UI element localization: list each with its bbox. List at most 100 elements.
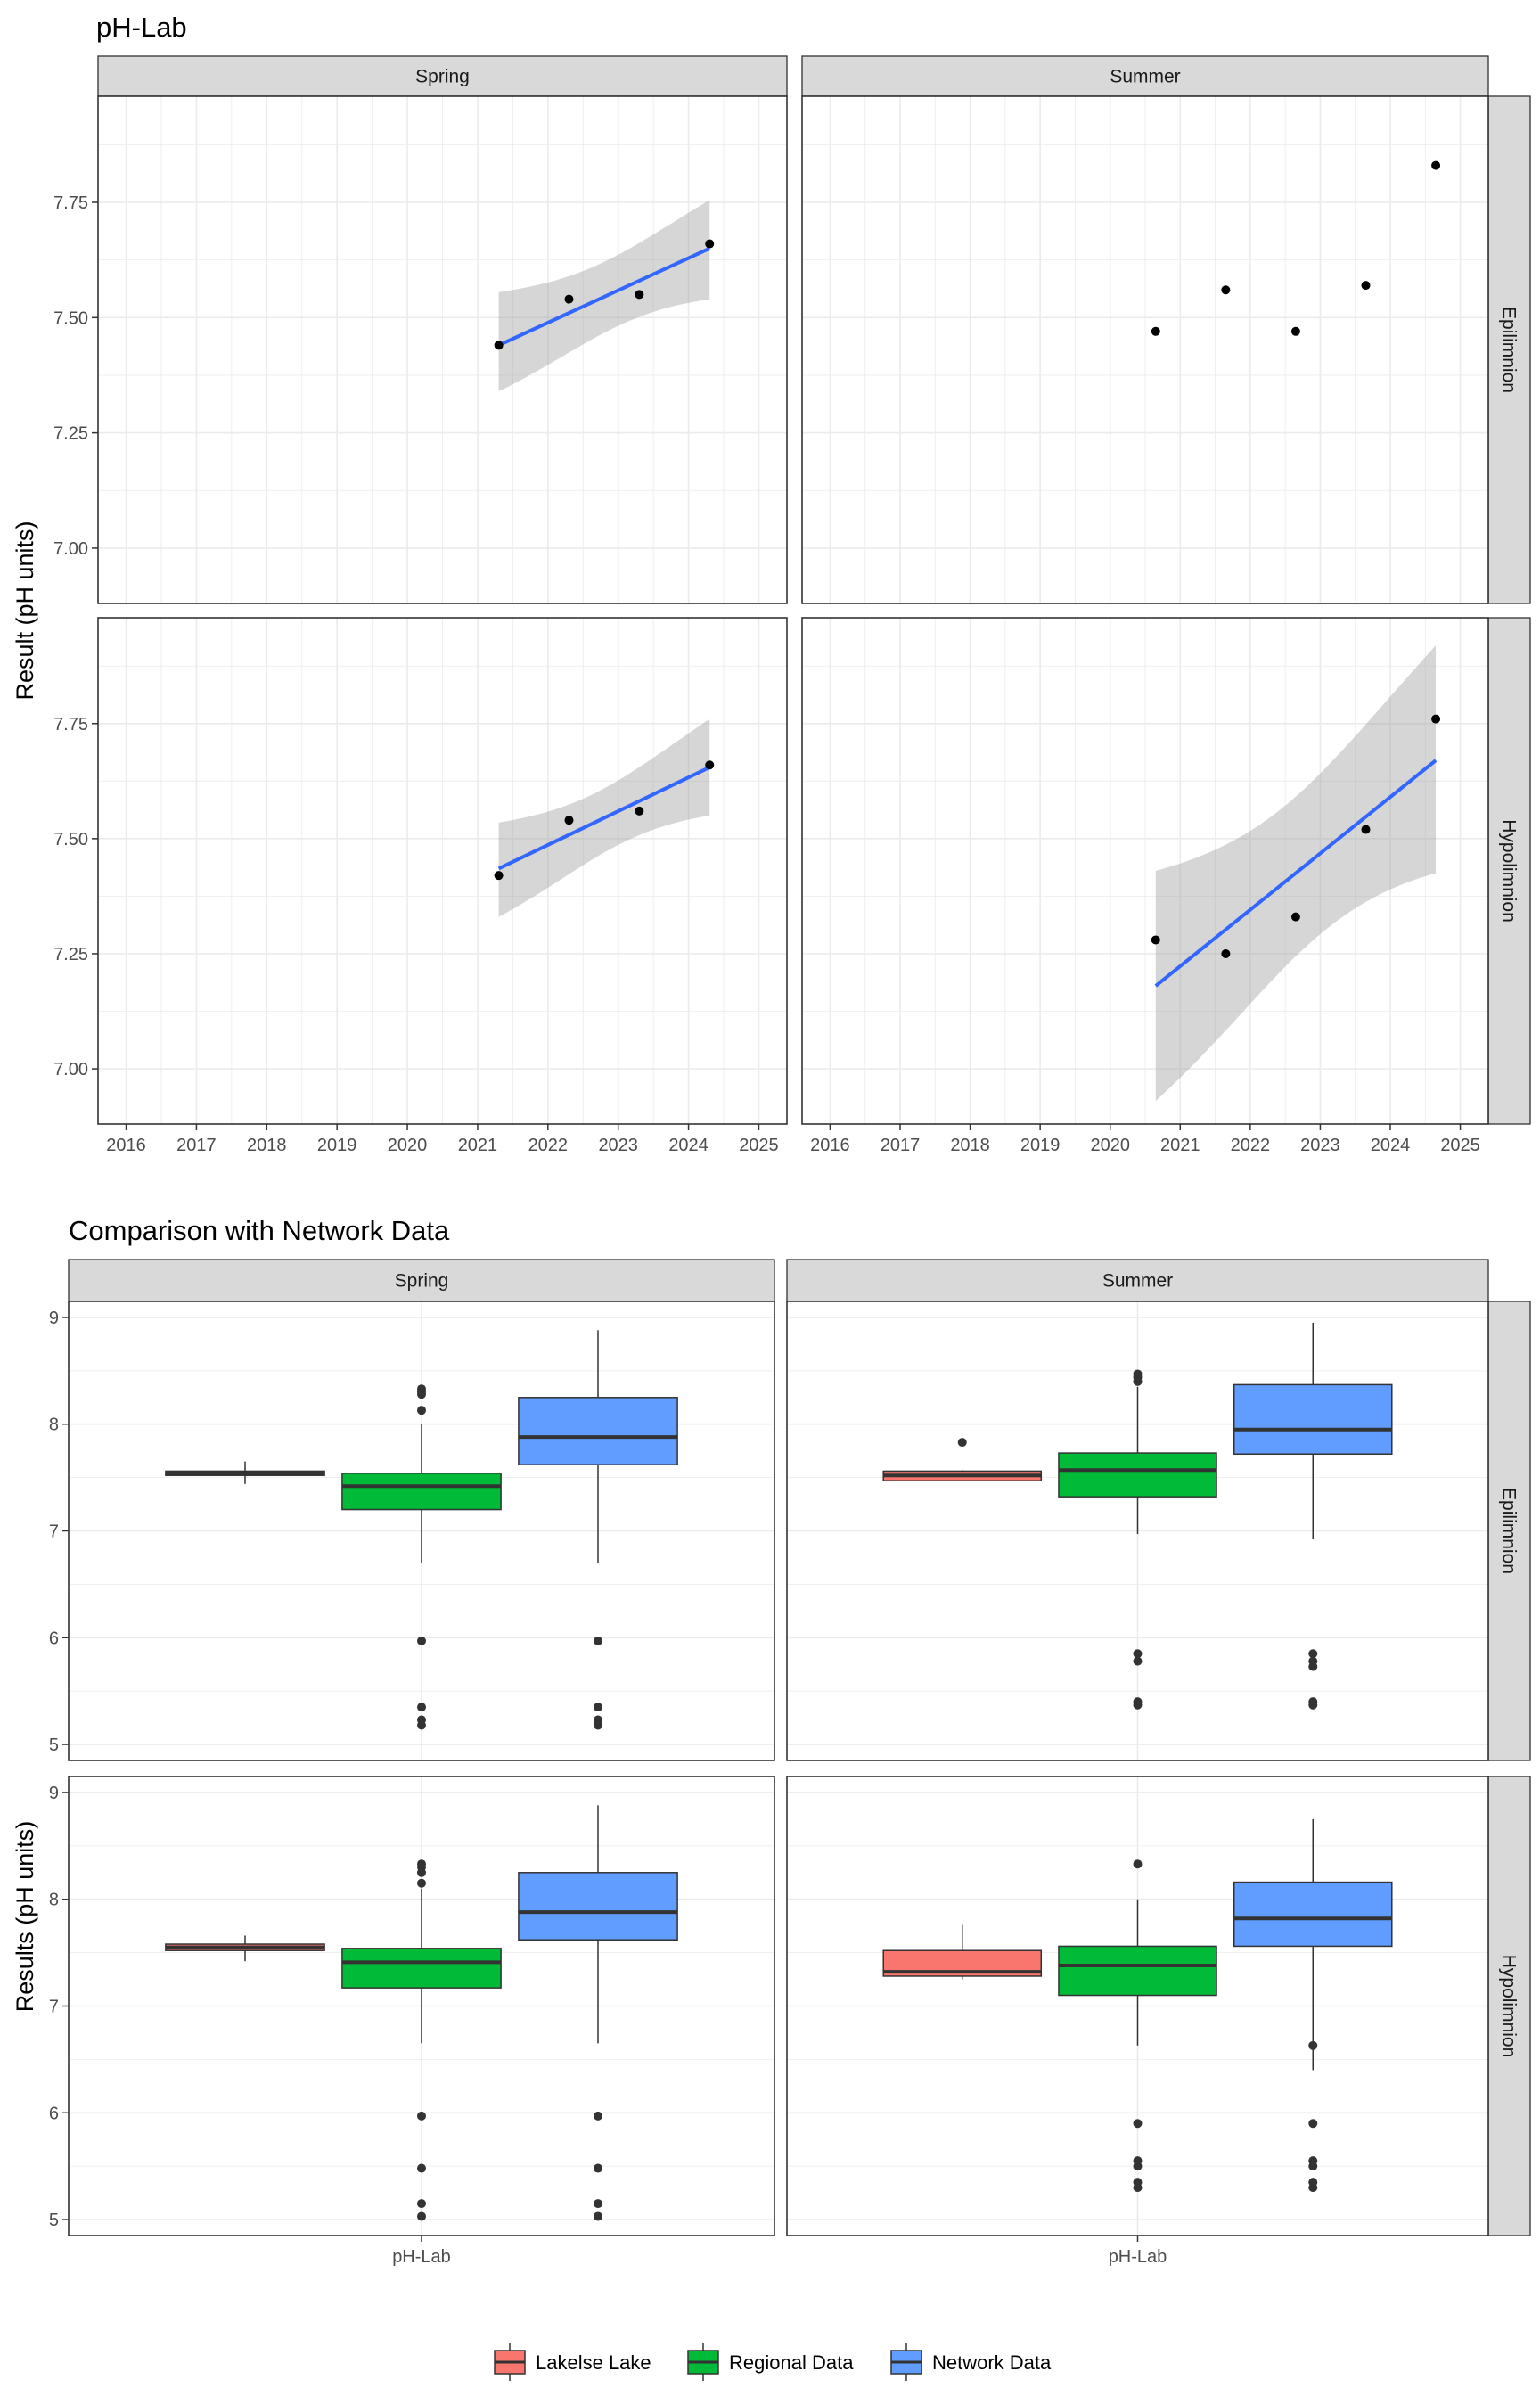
bottom-panel-summer-epilimnion xyxy=(786,1301,1489,1761)
x-tick-label: 2021 xyxy=(458,1136,498,1155)
x-tick-label: 2018 xyxy=(950,1136,990,1155)
y-tick-label: 9 xyxy=(49,1784,59,1803)
bottom-panel-spring-hypolimnion: 5 6 7 8 9 pH-Lab xyxy=(49,1776,775,2267)
y-tick-label: 7.00 xyxy=(53,1060,88,1079)
top-strip-label-summer: Summer xyxy=(1110,67,1180,87)
panel-border xyxy=(801,95,1489,604)
x-tick-label: 2024 xyxy=(668,1136,709,1155)
outlier-point xyxy=(1133,2119,1143,2129)
x-tick-label: pH-Lab xyxy=(392,2247,451,2267)
bottom-panel-spring-epilimnion: 5 6 7 8 9 xyxy=(49,1301,775,1761)
y-tick-label: 9 xyxy=(49,1309,59,1328)
y-tick-label: 7.75 xyxy=(53,715,88,734)
x-tick-label: 2017 xyxy=(881,1136,921,1155)
trend-line xyxy=(1154,759,1438,988)
top-row-strip-label-hypolimnion: Hypolimnion xyxy=(1499,819,1520,923)
box-network-data xyxy=(518,1805,678,2221)
data-point xyxy=(564,816,574,825)
legend-label: Network Data xyxy=(932,2351,1052,2374)
bottom-strip-label-spring: Spring xyxy=(395,1271,449,1292)
box-lakelse-lake xyxy=(165,1461,325,1484)
top-strip-spring xyxy=(97,55,788,97)
x-tick-label: 2023 xyxy=(1300,1136,1340,1155)
data-point xyxy=(1290,912,1300,922)
y-tick-label: 6 xyxy=(49,2104,59,2123)
top-row-strip-hypolimnion xyxy=(1487,617,1531,1125)
outlier-point xyxy=(594,2111,602,2121)
y-tick-label: 5 xyxy=(49,1735,59,1755)
box-body xyxy=(1233,1881,1393,1948)
x-tick-label: 2025 xyxy=(739,1136,779,1155)
top-panel-spring-epilimnion: 7.00 7.25 7.50 7.75 xyxy=(53,95,788,604)
panel-border xyxy=(801,617,1489,1125)
box-lakelse-lake xyxy=(882,1438,1043,1481)
panel-border xyxy=(97,95,788,604)
top-panel-summer-hypolimnion: 2016 2017 2018 2019 2020 2021 2022 2023 2024 2025 xyxy=(801,617,1489,1155)
data-point xyxy=(1431,160,1441,170)
outlier-point xyxy=(417,2111,426,2121)
x-tick-label: 2016 xyxy=(106,1136,146,1155)
legend-label: Lakelse Lake xyxy=(536,2351,651,2374)
top-chart: pH-Lab Result (pH units) Spring Summer Epi… xyxy=(12,12,1531,1155)
x-tick-label: 2019 xyxy=(1020,1136,1061,1155)
bottom-strip-summer xyxy=(786,1259,1489,1302)
y-tick-label: 7 xyxy=(49,1522,59,1542)
top-chart-title: pH-Lab xyxy=(96,12,187,43)
outlier-point xyxy=(1308,2040,1318,2050)
outlier-point xyxy=(417,1878,426,1888)
outlier-point xyxy=(594,2211,602,2221)
box-body xyxy=(518,1397,678,1465)
legend-label: Regional Data xyxy=(729,2351,854,2374)
y-tick-label: 8 xyxy=(49,1415,59,1435)
x-tick-label: 2018 xyxy=(247,1136,287,1155)
box-network-data xyxy=(1233,1818,1393,2193)
y-tick-label: 6 xyxy=(49,1629,59,1648)
outlier-point xyxy=(594,2163,602,2173)
outlier-point xyxy=(417,1720,426,1730)
data-point xyxy=(635,290,644,300)
bottom-strip-spring xyxy=(68,1259,775,1302)
outlier-point xyxy=(1308,2183,1318,2193)
data-point xyxy=(1221,948,1231,958)
bottom-row-strip-label-epilimnion: Epilimnion xyxy=(1499,1488,1520,1574)
data-point xyxy=(1361,281,1371,291)
box-body xyxy=(1058,1945,1217,1997)
top-strip-label-spring: Spring xyxy=(415,67,470,87)
outlier-point xyxy=(1133,1376,1143,1386)
box-body xyxy=(1233,1383,1393,1456)
outlier-point xyxy=(1133,1649,1143,1659)
x-tick-label: 2023 xyxy=(598,1136,638,1155)
box-lakelse-lake xyxy=(165,1935,325,1962)
x-tick-label: 2017 xyxy=(176,1136,217,1155)
outlier-point xyxy=(417,1636,426,1645)
box-regional-data xyxy=(341,1859,502,2221)
bottom-chart: Comparison with Network Data Results (pH… xyxy=(12,1215,1531,2267)
data-point xyxy=(635,806,644,816)
legend-item-lakelse-lake: Lakelse Lake xyxy=(494,2343,651,2381)
top-chart-y-axis-title: Result (pH units) xyxy=(12,521,38,700)
y-tick-label: 7 xyxy=(49,1998,59,2017)
bottom-chart-title: Comparison with Network Data xyxy=(69,1215,450,1246)
box-body xyxy=(341,1948,502,1989)
data-point xyxy=(1151,935,1160,945)
outlier-point xyxy=(417,2163,426,2173)
x-tick-label: pH-Lab xyxy=(1109,2247,1167,2267)
outlier-point xyxy=(417,1703,426,1712)
outlier-point xyxy=(1308,2119,1318,2129)
data-point xyxy=(705,239,715,249)
box-body xyxy=(1058,1452,1217,1498)
y-tick-label: 7.00 xyxy=(53,539,88,559)
y-tick-label: 7.25 xyxy=(53,945,88,964)
data-point xyxy=(1290,326,1300,336)
bottom-row-strip-label-hypolimnion: Hypolimnion xyxy=(1499,1955,1520,2058)
box-body xyxy=(341,1473,502,1511)
bottom-panel-summer-hypolimnion: pH-Lab xyxy=(786,1776,1489,2267)
legend-item-network-data: Network Data xyxy=(890,2343,1052,2381)
outlier-point xyxy=(417,2199,426,2209)
outlier-point xyxy=(417,1406,426,1415)
bottom-row-strip-epilimnion xyxy=(1487,1301,1531,1761)
box-regional-data xyxy=(341,1384,502,1730)
top-strip-summer xyxy=(801,55,1489,97)
outlier-point xyxy=(417,1390,426,1399)
